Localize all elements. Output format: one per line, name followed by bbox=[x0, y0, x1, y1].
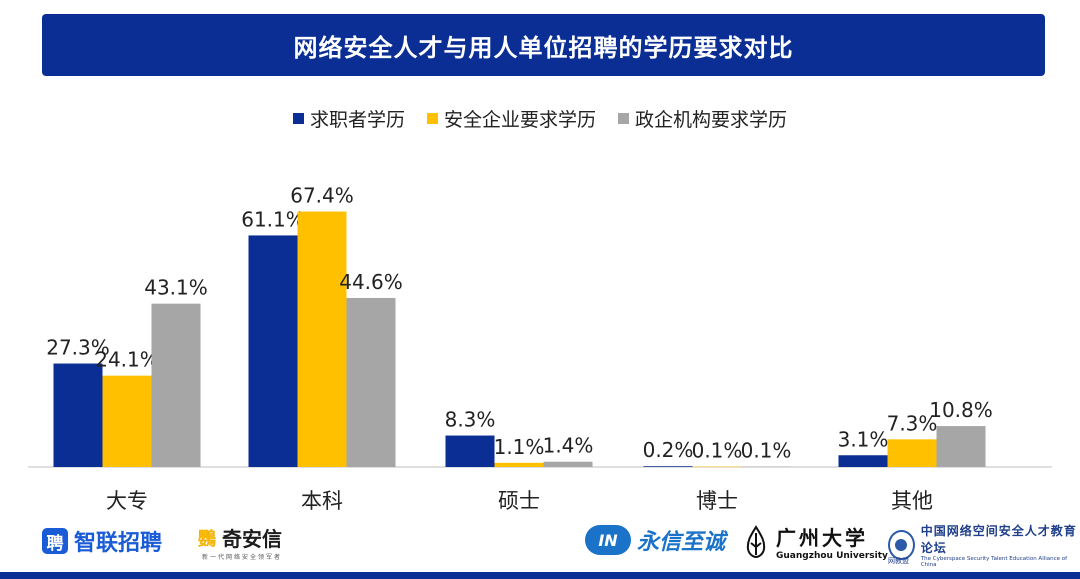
legend-label-seekers: 求职者学历 bbox=[309, 108, 405, 131]
data-label-government-2: 1.4% bbox=[543, 434, 594, 458]
footer-strip bbox=[0, 572, 1080, 579]
data-label-government-0: 43.1% bbox=[144, 276, 208, 300]
yongxin-mark-icon: IN bbox=[585, 525, 631, 555]
data-label-government-4: 10.8% bbox=[929, 398, 993, 422]
qianxin-logo-text: 奇安信 bbox=[222, 527, 282, 551]
legend-swatch-security-companies bbox=[426, 112, 438, 124]
data-label-seekers-0: 27.3% bbox=[46, 336, 110, 360]
zhilian-mark-icon: 聘 bbox=[42, 528, 68, 554]
bar-government-2 bbox=[543, 461, 593, 467]
bar-government-1 bbox=[346, 297, 396, 467]
x-tick-label-0: 大专 bbox=[106, 489, 148, 513]
legend-item-seekers: 求职者学历 bbox=[292, 105, 405, 132]
legend-item-government: 政企机构要求学历 bbox=[618, 105, 787, 132]
qianxin-mark-icon: 鸚 bbox=[198, 528, 216, 550]
data-label-seekers-1: 61.1% bbox=[241, 207, 305, 231]
zhilian-logo: 聘 智联招聘 bbox=[42, 525, 162, 557]
legend-item-security-companies: 安全企业要求学历 bbox=[426, 105, 596, 132]
bar-security-companies-3 bbox=[692, 466, 742, 468]
gzhu-logo: 广州大学 Guangzhou University bbox=[742, 522, 888, 561]
qianxin-slogan: 新一代网络安全领军者 bbox=[202, 554, 283, 561]
data-label-security-companies-1: 67.4% bbox=[290, 184, 354, 208]
chart-title: 网络安全人才与用人单位招聘的学历要求对比 bbox=[293, 33, 794, 62]
x-tick-label-2: 硕士 bbox=[498, 489, 540, 513]
bar-seekers-2 bbox=[445, 435, 495, 467]
alliance-name-en: The Cyberspace Security Talent Education… bbox=[920, 556, 1068, 568]
bar-seekers-1 bbox=[248, 235, 298, 467]
bar-security-companies-2 bbox=[494, 462, 544, 467]
title-bar: 网络安全人才与用人单位招聘的学历要求对比 bbox=[42, 14, 1045, 76]
legend: 求职者学历 安全企业要求学历 政企机构要求学历 bbox=[0, 104, 1080, 132]
legend-swatch-government bbox=[618, 112, 629, 124]
gzhu-name-en: Guangzhou University bbox=[776, 551, 888, 561]
bar-seekers-4 bbox=[838, 455, 888, 467]
gzhu-emblem-icon bbox=[746, 524, 766, 558]
bar-government-3 bbox=[741, 466, 791, 468]
qianxin-logo: 鸚 奇安信 新一代网络安全领军者 bbox=[198, 523, 282, 561]
data-label-government-1: 44.6% bbox=[339, 270, 403, 294]
x-tick-label-3: 博士 bbox=[696, 489, 738, 513]
bar-government-4 bbox=[936, 426, 986, 467]
bar-seekers-3 bbox=[643, 466, 693, 467]
bar-security-companies-1 bbox=[297, 211, 347, 467]
legend-swatch-seekers bbox=[292, 112, 304, 124]
x-tick-label-1: 本科 bbox=[301, 489, 343, 513]
alliance-logo: 中国网络空间安全人才教育论坛 The Cyberspace Security T… bbox=[888, 522, 1080, 568]
zhilian-logo-text: 智联招聘 bbox=[74, 531, 163, 556]
bar-security-companies-0 bbox=[102, 375, 152, 467]
data-label-government-3: 0.1% bbox=[741, 439, 792, 463]
bar-government-0 bbox=[151, 303, 201, 467]
data-label-seekers-4: 3.1% bbox=[838, 427, 889, 451]
bar-seekers-0 bbox=[53, 363, 103, 467]
data-label-seekers-2: 8.3% bbox=[445, 408, 496, 432]
alliance-short-name: 网教盟 bbox=[888, 557, 909, 565]
legend-label-security-companies: 安全企业要求学历 bbox=[443, 108, 596, 131]
bar-security-companies-4 bbox=[887, 439, 937, 467]
x-tick-label-4: 其他 bbox=[891, 489, 933, 513]
alliance-emblem-icon bbox=[888, 530, 915, 560]
gzhu-name-cn: 广州大学 bbox=[776, 526, 868, 550]
data-label-security-companies-3: 0.1% bbox=[692, 439, 743, 463]
data-label-security-companies-2: 1.1% bbox=[494, 435, 545, 459]
data-label-security-companies-0: 24.1% bbox=[95, 348, 159, 372]
yongxin-logo: IN 永信至诚 bbox=[585, 524, 725, 556]
yongxin-logo-text: 永信至诚 bbox=[637, 530, 726, 555]
legend-label-government: 政企机构要求学历 bbox=[635, 108, 788, 131]
alliance-name-cn: 中国网络空间安全人才教育论坛 bbox=[920, 524, 1077, 555]
data-label-seekers-3: 0.2% bbox=[643, 438, 694, 462]
data-label-security-companies-4: 7.3% bbox=[887, 411, 938, 435]
